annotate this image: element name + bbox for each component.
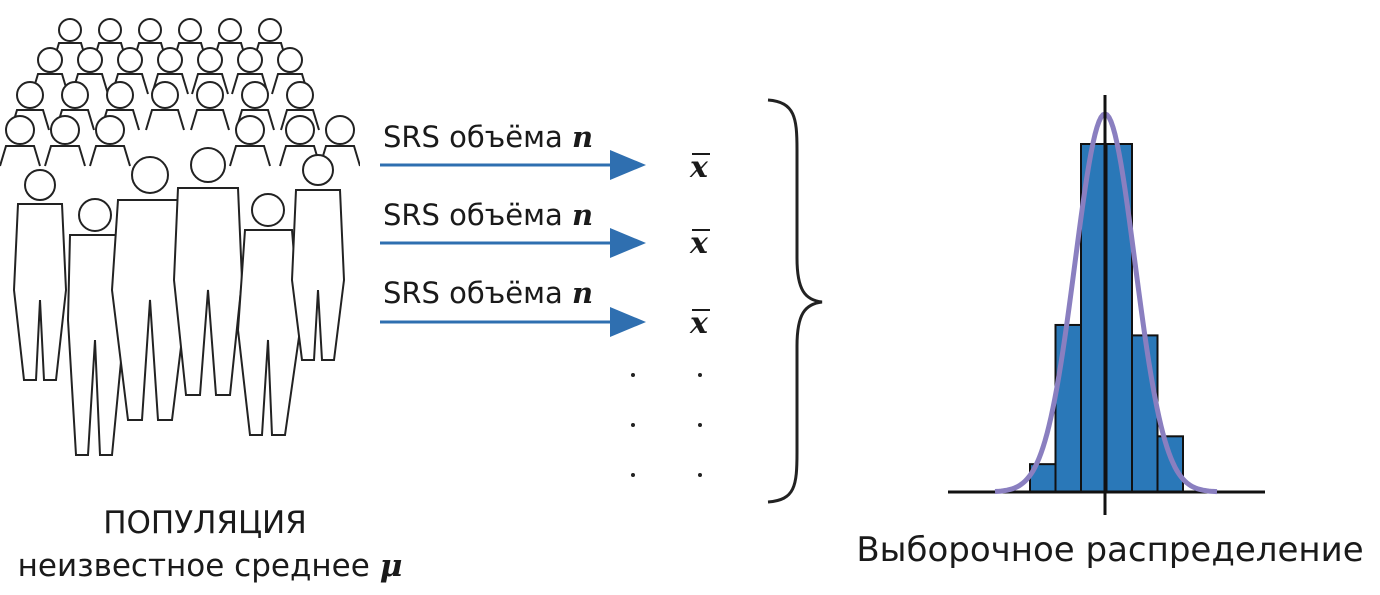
front-person-5 [12,169,68,381]
population-subtitle: неизвестное среднее μ [10,548,410,584]
sample-label-text: SRS объёма [383,120,563,154]
mean-symbol: μ [379,548,403,584]
sample-label-2: SRS объёма n [383,198,593,232]
sample-mean-3: x [690,306,710,341]
sample-size-symbol: n [572,120,594,154]
front-person-2 [110,156,190,421]
distribution-label: Выборочное распределение [856,530,1364,570]
histogram-bar [1054,323,1082,493]
sample-label-text: SRS объёма [383,276,563,310]
unknown-mean-text: неизвестное среднее [17,548,370,584]
sample-size-symbol: n [572,276,594,310]
sample-mean-1: x [690,150,710,185]
sample-label-text: SRS объёма [383,198,563,232]
front-person-6 [290,154,346,361]
sample-size-symbol: n [572,198,594,232]
front-person-1 [66,198,127,456]
histogram-bar [1131,334,1159,493]
ellipsis-dots [631,373,702,477]
sample-label-1: SRS объёма n [383,120,593,154]
crowd-illustration [0,18,360,456]
population-title: ПОПУЛЯЦИЯ [103,505,307,541]
sample-mean-2: x [690,226,710,261]
curly-brace [767,98,823,504]
front-person-3 [172,147,244,396]
histogram-bar [1156,435,1184,494]
sample-label-3: SRS объёма n [383,276,593,310]
